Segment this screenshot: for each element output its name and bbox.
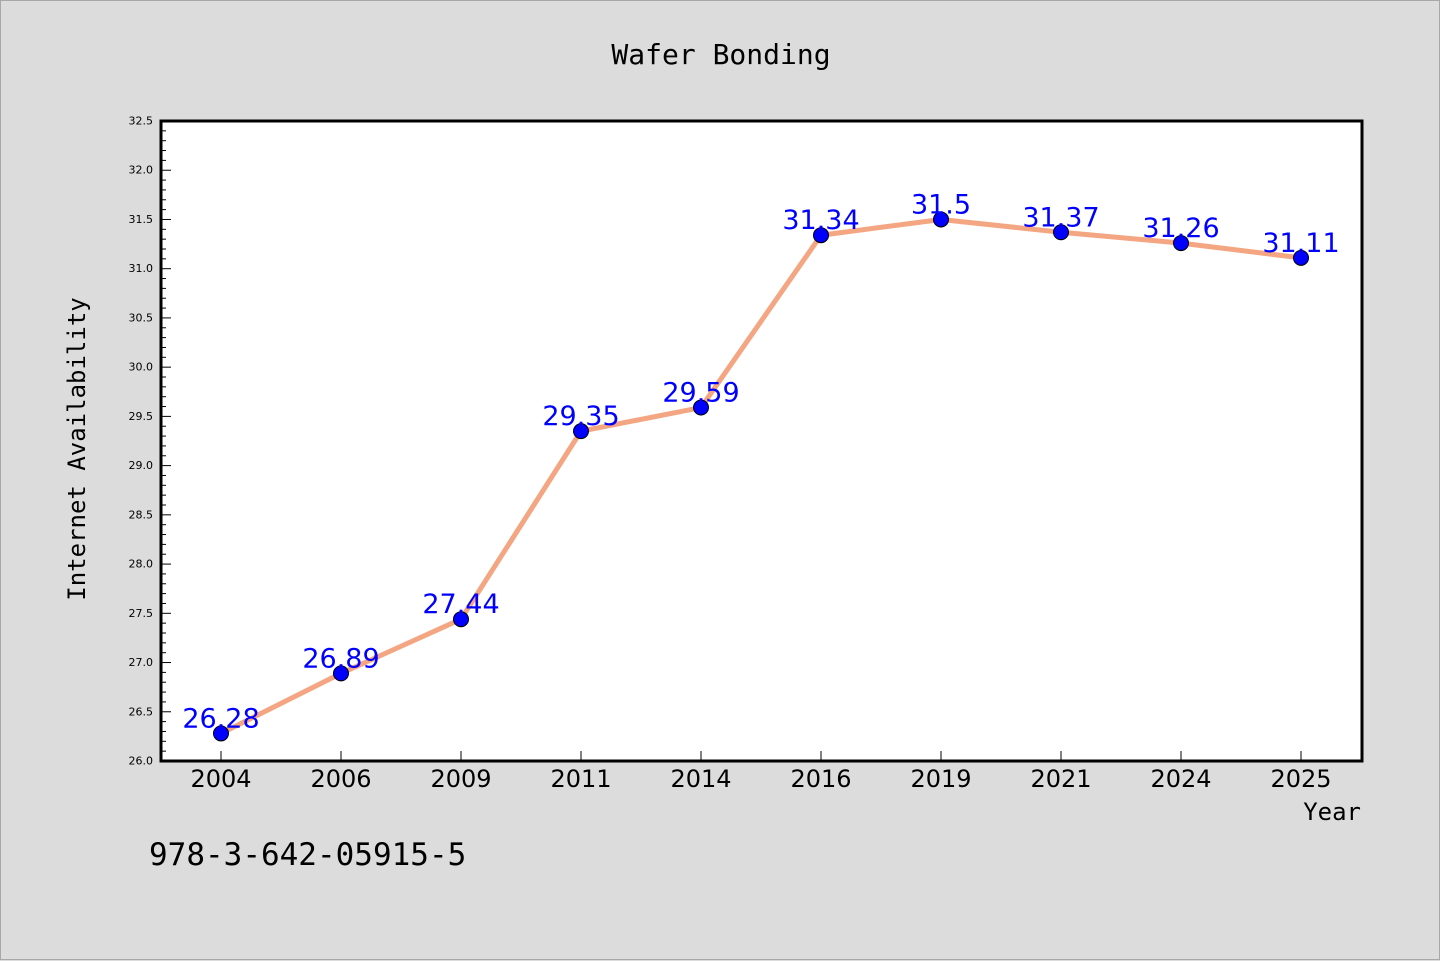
data-point-marker: [213, 725, 229, 742]
y-tick-label: 32.0: [129, 164, 154, 177]
y-tick-label: 27.0: [129, 656, 154, 669]
x-tick-label: 2004: [190, 765, 251, 793]
data-label: 26.89: [302, 643, 379, 674]
x-tick-label: 2009: [430, 765, 491, 793]
data-label: 26.28: [182, 703, 259, 734]
y-tick-label: 30.0: [129, 361, 154, 374]
data-label: 31.34: [782, 205, 859, 236]
y-tick-label: 28.0: [129, 558, 154, 571]
data-label: 31.26: [1142, 213, 1219, 244]
y-tick-label: 26.0: [129, 755, 154, 768]
y-tick-label: 31.5: [129, 213, 154, 226]
y-tick-label: 29.0: [129, 459, 154, 472]
y-tick-label: 26.5: [129, 705, 154, 718]
y-tick-label: 29.5: [129, 410, 154, 423]
y-tick-label: 30.5: [129, 311, 154, 324]
data-point-marker: [813, 227, 829, 244]
series-markers: [213, 211, 1309, 742]
x-tick-label: 2024: [1150, 765, 1211, 793]
x-tick-label: 2025: [1270, 765, 1331, 793]
series-lines: [218, 216, 1304, 736]
isbn-text: 978-3-642-05915-5: [149, 837, 466, 873]
x-axis-label: Year: [1303, 798, 1361, 826]
data-label: 29.59: [662, 378, 739, 409]
x-tick-label: 2006: [310, 765, 371, 793]
plot-area: [159, 119, 1364, 763]
data-label: 29.35: [542, 401, 619, 432]
data-point-marker: [1293, 249, 1309, 266]
x-tick-label: 2021: [1030, 765, 1091, 793]
y-axis-label: Internet Availability: [63, 297, 91, 600]
x-tick-label: 2019: [910, 765, 971, 793]
x-axis-ticks: 2004 2006 2009 2011 2014 2016 2019 2021 2024 2025: [190, 751, 1332, 793]
data-point-marker: [573, 423, 589, 440]
series-line: [218, 216, 1304, 736]
data-point-marker: [693, 399, 709, 416]
data-point-marker: [1173, 235, 1189, 252]
y-tick-label: 27.5: [129, 607, 154, 620]
data-label: 31.37: [1022, 202, 1099, 233]
y-tick-label: 32.5: [129, 115, 154, 128]
data-label: 27.44: [422, 589, 499, 620]
y-axis-ticks: 26.0 26.5 27.0 27.5 28.0 28.5 29.0 29.5 30.0 30.5…: [129, 115, 171, 768]
y-tick-label: 28.5: [129, 508, 154, 521]
data-point-marker: [333, 665, 349, 682]
data-label: 31.11: [1262, 228, 1339, 259]
data-label: 31.5: [911, 189, 971, 220]
series-data-labels: 26.28 26.89 27.44 29.35 29.59 31.34 31.5 31.37 3…: [182, 189, 1339, 734]
data-point-marker: [933, 211, 949, 228]
x-tick-label: 2011: [550, 765, 611, 793]
x-tick-label: 2014: [670, 765, 731, 793]
x-tick-label: 2016: [790, 765, 851, 793]
y-tick-label: 31.0: [129, 262, 154, 275]
data-point-marker: [453, 611, 469, 628]
data-point-marker: [1053, 224, 1069, 241]
chart-title: Wafer Bonding: [611, 38, 830, 71]
